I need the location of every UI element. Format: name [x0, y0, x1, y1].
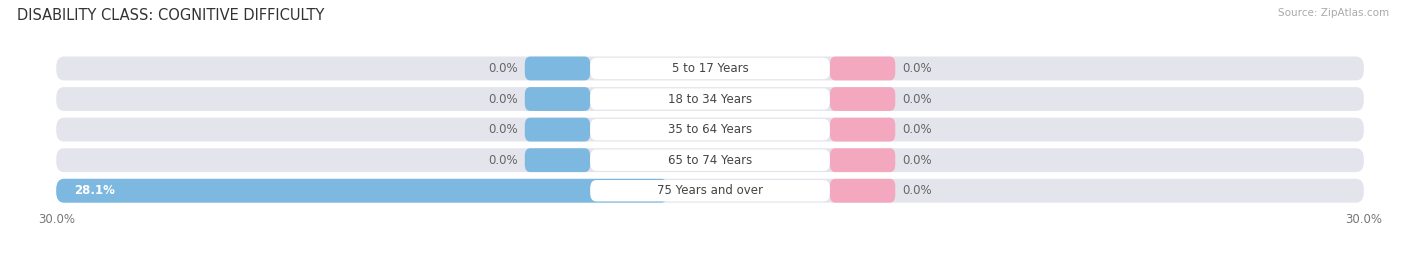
FancyBboxPatch shape [591, 180, 830, 201]
FancyBboxPatch shape [56, 148, 1364, 172]
FancyBboxPatch shape [591, 150, 830, 171]
Text: 18 to 34 Years: 18 to 34 Years [668, 93, 752, 106]
FancyBboxPatch shape [56, 118, 1364, 141]
FancyBboxPatch shape [591, 88, 830, 110]
Text: 75 Years and over: 75 Years and over [657, 184, 763, 197]
FancyBboxPatch shape [524, 118, 591, 141]
FancyBboxPatch shape [56, 179, 669, 203]
Text: 0.0%: 0.0% [489, 62, 519, 75]
Text: 5 to 17 Years: 5 to 17 Years [672, 62, 748, 75]
Text: 28.1%: 28.1% [73, 184, 114, 197]
FancyBboxPatch shape [830, 179, 896, 203]
FancyBboxPatch shape [56, 87, 1364, 111]
Text: 0.0%: 0.0% [901, 62, 931, 75]
Text: DISABILITY CLASS: COGNITIVE DIFFICULTY: DISABILITY CLASS: COGNITIVE DIFFICULTY [17, 8, 325, 23]
FancyBboxPatch shape [830, 56, 896, 80]
FancyBboxPatch shape [524, 148, 591, 172]
FancyBboxPatch shape [591, 119, 830, 140]
FancyBboxPatch shape [830, 148, 896, 172]
Text: 0.0%: 0.0% [489, 123, 519, 136]
FancyBboxPatch shape [524, 87, 591, 111]
FancyBboxPatch shape [830, 118, 896, 141]
FancyBboxPatch shape [830, 87, 896, 111]
Text: 0.0%: 0.0% [489, 154, 519, 167]
FancyBboxPatch shape [56, 179, 1364, 203]
Text: 0.0%: 0.0% [901, 123, 931, 136]
Text: 0.0%: 0.0% [489, 93, 519, 106]
Text: 0.0%: 0.0% [901, 184, 931, 197]
Text: 0.0%: 0.0% [901, 93, 931, 106]
FancyBboxPatch shape [56, 56, 1364, 80]
Text: Source: ZipAtlas.com: Source: ZipAtlas.com [1278, 8, 1389, 18]
Text: 65 to 74 Years: 65 to 74 Years [668, 154, 752, 167]
Text: 0.0%: 0.0% [901, 154, 931, 167]
FancyBboxPatch shape [591, 58, 830, 79]
FancyBboxPatch shape [524, 56, 591, 80]
Text: 35 to 64 Years: 35 to 64 Years [668, 123, 752, 136]
